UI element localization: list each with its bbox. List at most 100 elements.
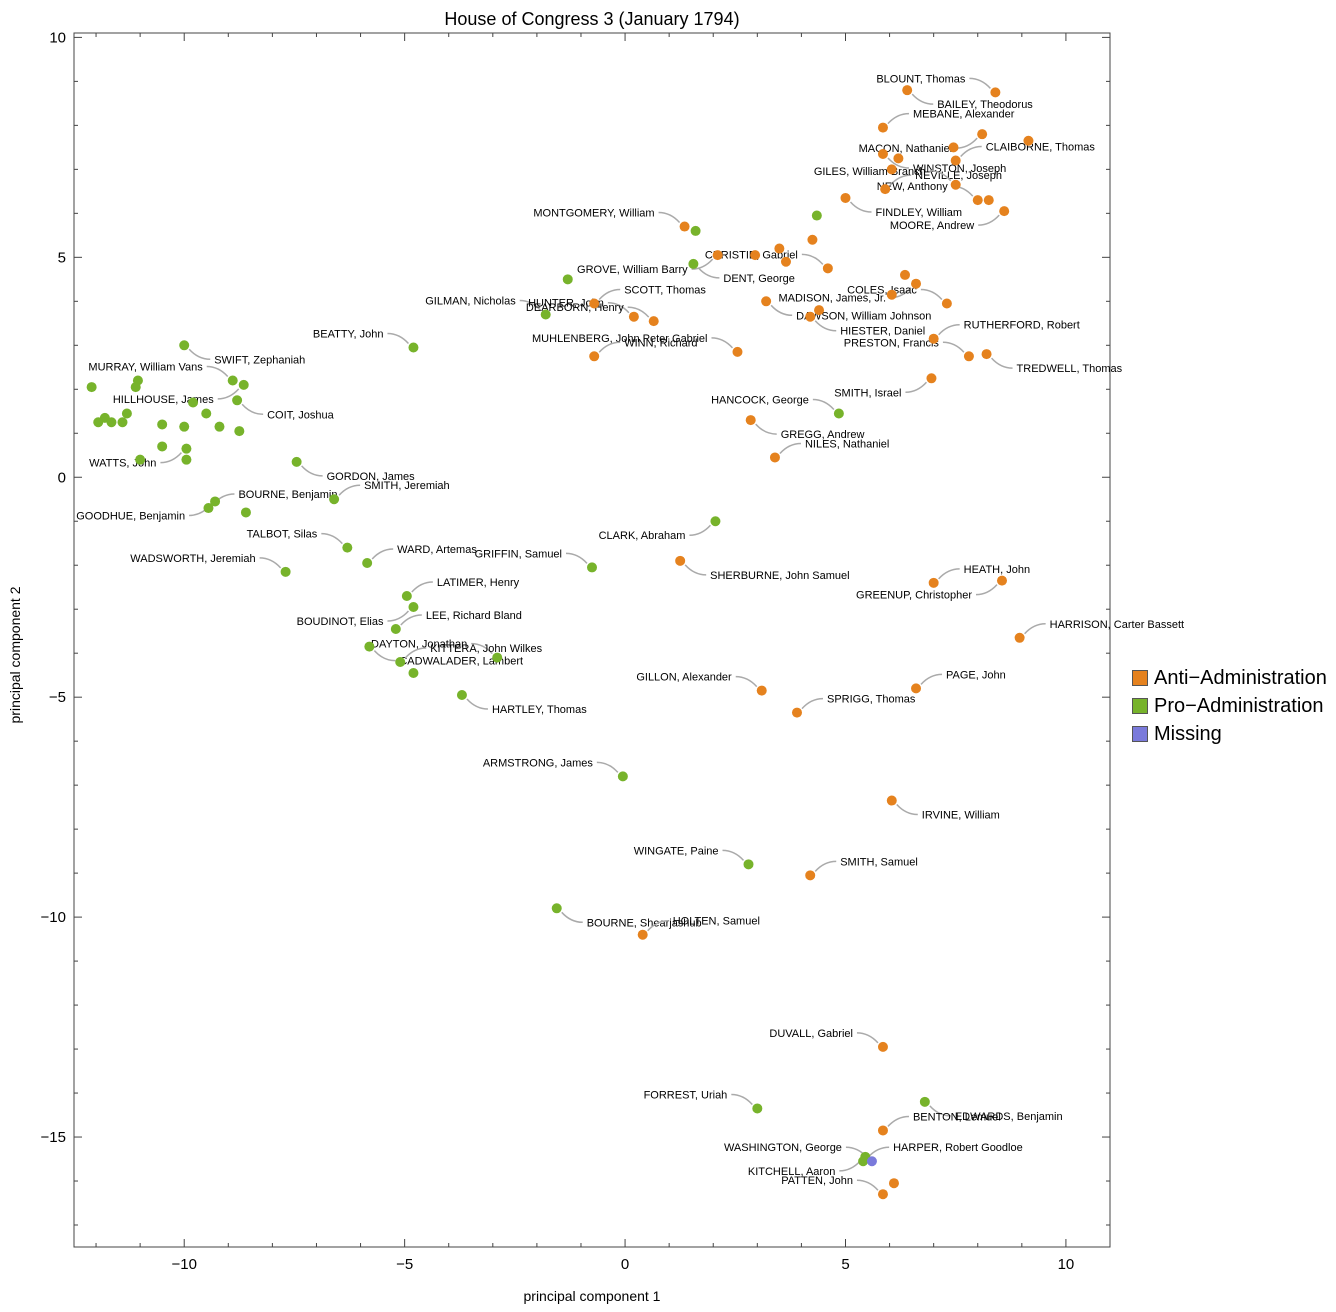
data-point (540, 309, 551, 320)
data-point (950, 179, 961, 190)
point-label: NEVILLE, Joseph (915, 170, 1002, 182)
point-label: EDWARDS, Benjamin (955, 1111, 1063, 1123)
point-label: IRVINE, William (922, 810, 1000, 822)
point-label: HUNTER, John (528, 298, 604, 310)
data-point (395, 656, 406, 667)
label-leader-line (969, 77, 991, 89)
label-leader-line (929, 1105, 951, 1117)
legend-label: Anti−Administration (1154, 666, 1327, 689)
data-point (750, 250, 761, 261)
label-leader-line (691, 258, 714, 270)
data-point (972, 195, 983, 206)
label-leader-line (801, 697, 824, 710)
data-point (342, 542, 353, 553)
label-leader-line (856, 1032, 879, 1044)
data-point (950, 155, 961, 166)
point-label: BOUDINOT, Elias (297, 616, 384, 628)
data-point (877, 148, 888, 159)
data-point (963, 351, 974, 362)
point-label: MADISON, James, Jr. (778, 293, 886, 305)
label-leader-line (627, 306, 650, 318)
data-point (157, 419, 168, 430)
label-leader-line (887, 157, 909, 169)
data-point (926, 373, 937, 384)
label-leader-line (887, 112, 909, 125)
data-point (807, 234, 818, 245)
label-leader-line (929, 170, 952, 182)
data-point (390, 624, 401, 635)
data-point (752, 1103, 763, 1114)
point-label: WARD, Artemas (397, 544, 477, 556)
label-leader-line (241, 403, 264, 416)
point-label: PRESTON, Francis (844, 337, 940, 349)
x-tick-label: −5 (396, 1256, 413, 1273)
point-label: KITCHELL, Aaron (748, 1166, 835, 1178)
label-leader-line (991, 357, 1013, 369)
point-label: HEATH, John (964, 564, 1030, 576)
data-point (756, 685, 767, 696)
point-label: COIT, Joshua (267, 409, 335, 421)
label-leader-line (887, 1115, 909, 1127)
point-label: BLOUNT, Thomas (876, 73, 966, 85)
y-axis-label: principal component 2 (7, 586, 23, 723)
x-tick-label: 0 (621, 1256, 629, 1273)
label-leader-line (338, 484, 361, 496)
point-label: SWIFT, Zephaniah (214, 354, 305, 366)
data-point (679, 221, 690, 232)
data-point (880, 184, 891, 195)
point-label: BEATTY, John (313, 328, 384, 340)
label-leader-line (565, 552, 588, 564)
point-label: LATIMER, Henry (437, 577, 520, 589)
label-leader-line (561, 911, 583, 924)
point-label: FINDLEY, William (875, 207, 962, 219)
label-leader-line (905, 381, 928, 394)
point-label: BENTON, Lemuel (913, 1111, 1001, 1123)
label-leader-line (411, 581, 433, 593)
legend: Anti−Administration Pro−Administration Mis… (1132, 664, 1327, 748)
legend-swatch (1132, 670, 1148, 686)
label-leader-line (689, 524, 711, 536)
point-label: WASHINGTON, George (724, 1142, 842, 1154)
legend-item: Anti−Administration (1132, 664, 1327, 692)
point-label: SMITH, Jeremiah (364, 480, 450, 492)
label-leader-line (373, 650, 396, 662)
point-label: CLAIBORNE, Thomas (986, 142, 1096, 154)
point-label: TALBOT, Silas (247, 529, 318, 541)
axis-ticks: −10 −5 0 5 10 −15 −10 −5 0 5 10 (41, 29, 1111, 1273)
point-label: PAGE, John (946, 669, 1006, 681)
data-point (893, 153, 904, 164)
point-label: MEBANE, Alexander (913, 109, 1015, 121)
data-point (86, 382, 97, 393)
data-point (840, 192, 851, 203)
label-leader-line (801, 253, 824, 265)
label-leader-line (471, 642, 493, 655)
data-point (232, 395, 243, 406)
legend-item: Pro−Administration (1132, 692, 1327, 720)
data-point (362, 558, 373, 569)
data-point (280, 566, 291, 577)
label-leader-line (387, 610, 410, 622)
label-leader-line (779, 442, 801, 454)
label-leader-line (896, 804, 918, 816)
data-point (617, 771, 628, 782)
point-label: NILES, Nathaniel (805, 438, 889, 450)
data-point (769, 452, 780, 463)
data-point (401, 591, 412, 602)
data-point (203, 503, 214, 514)
point-label: GREGG, Andrew (781, 429, 865, 441)
point-label: GILLON, Alexander (636, 672, 732, 684)
label-leader-line (598, 288, 621, 301)
data-point (833, 408, 844, 419)
label-leader-line (978, 214, 1000, 226)
label-leader-line (684, 564, 707, 576)
data-point (227, 375, 238, 386)
data-point (743, 859, 754, 870)
point-label: MONTGOMERY, William (533, 208, 654, 220)
label-leader-line (206, 365, 229, 377)
label-leader-line (596, 761, 619, 773)
y-tick-label: −5 (49, 689, 66, 706)
label-leader-line (404, 647, 427, 659)
point-label: MACON, Nathaniel (859, 143, 953, 155)
label-leader-line (938, 568, 960, 580)
point-label: HARTLEY, Thomas (492, 704, 587, 716)
